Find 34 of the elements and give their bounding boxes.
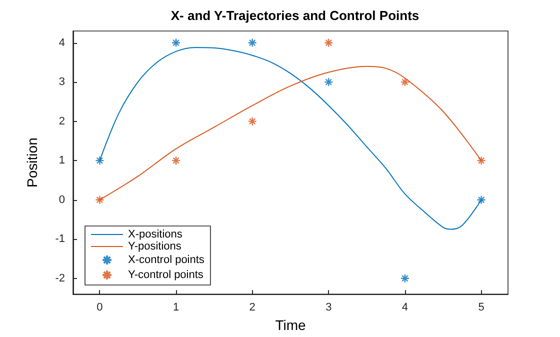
x-axis-title: Time bbox=[275, 317, 306, 333]
point bbox=[400, 77, 410, 87]
point bbox=[95, 195, 104, 204]
x-tick-label: 5 bbox=[478, 302, 484, 314]
chart-title: X- and Y-Trajectories and Control Points bbox=[170, 8, 420, 23]
y-tick-label: 4 bbox=[58, 36, 65, 49]
y-axis-title: Position bbox=[24, 138, 40, 188]
x-tick-label: 1 bbox=[172, 302, 180, 314]
point bbox=[248, 116, 257, 126]
x-tick-label: 2 bbox=[249, 302, 256, 314]
y-tick-label: 0 bbox=[58, 194, 65, 206]
y-tick-label: -2 bbox=[55, 272, 65, 284]
y-tick-label: 2 bbox=[58, 115, 65, 128]
point bbox=[248, 38, 257, 48]
point bbox=[324, 77, 334, 87]
point bbox=[476, 195, 486, 204]
x-tick-label: 0 bbox=[96, 302, 103, 314]
x-tick-label: 3 bbox=[326, 302, 332, 314]
point bbox=[324, 38, 334, 48]
y-tick-label: 1 bbox=[58, 154, 65, 167]
line-series bbox=[99, 66, 482, 200]
legend-label: X-control points bbox=[128, 254, 205, 266]
legend-label: Y-control points bbox=[128, 269, 204, 281]
y-tick-label: -1 bbox=[55, 233, 65, 246]
legend-label: X-positions bbox=[128, 228, 183, 240]
point bbox=[476, 156, 486, 166]
y-tick-label: 3 bbox=[58, 76, 65, 88]
line-series bbox=[99, 46, 482, 230]
point bbox=[400, 274, 410, 283]
point bbox=[171, 38, 181, 48]
point bbox=[171, 156, 181, 166]
x-tick-label: 4 bbox=[402, 302, 408, 314]
point bbox=[95, 156, 104, 166]
legend-label: Y-positions bbox=[128, 240, 182, 252]
